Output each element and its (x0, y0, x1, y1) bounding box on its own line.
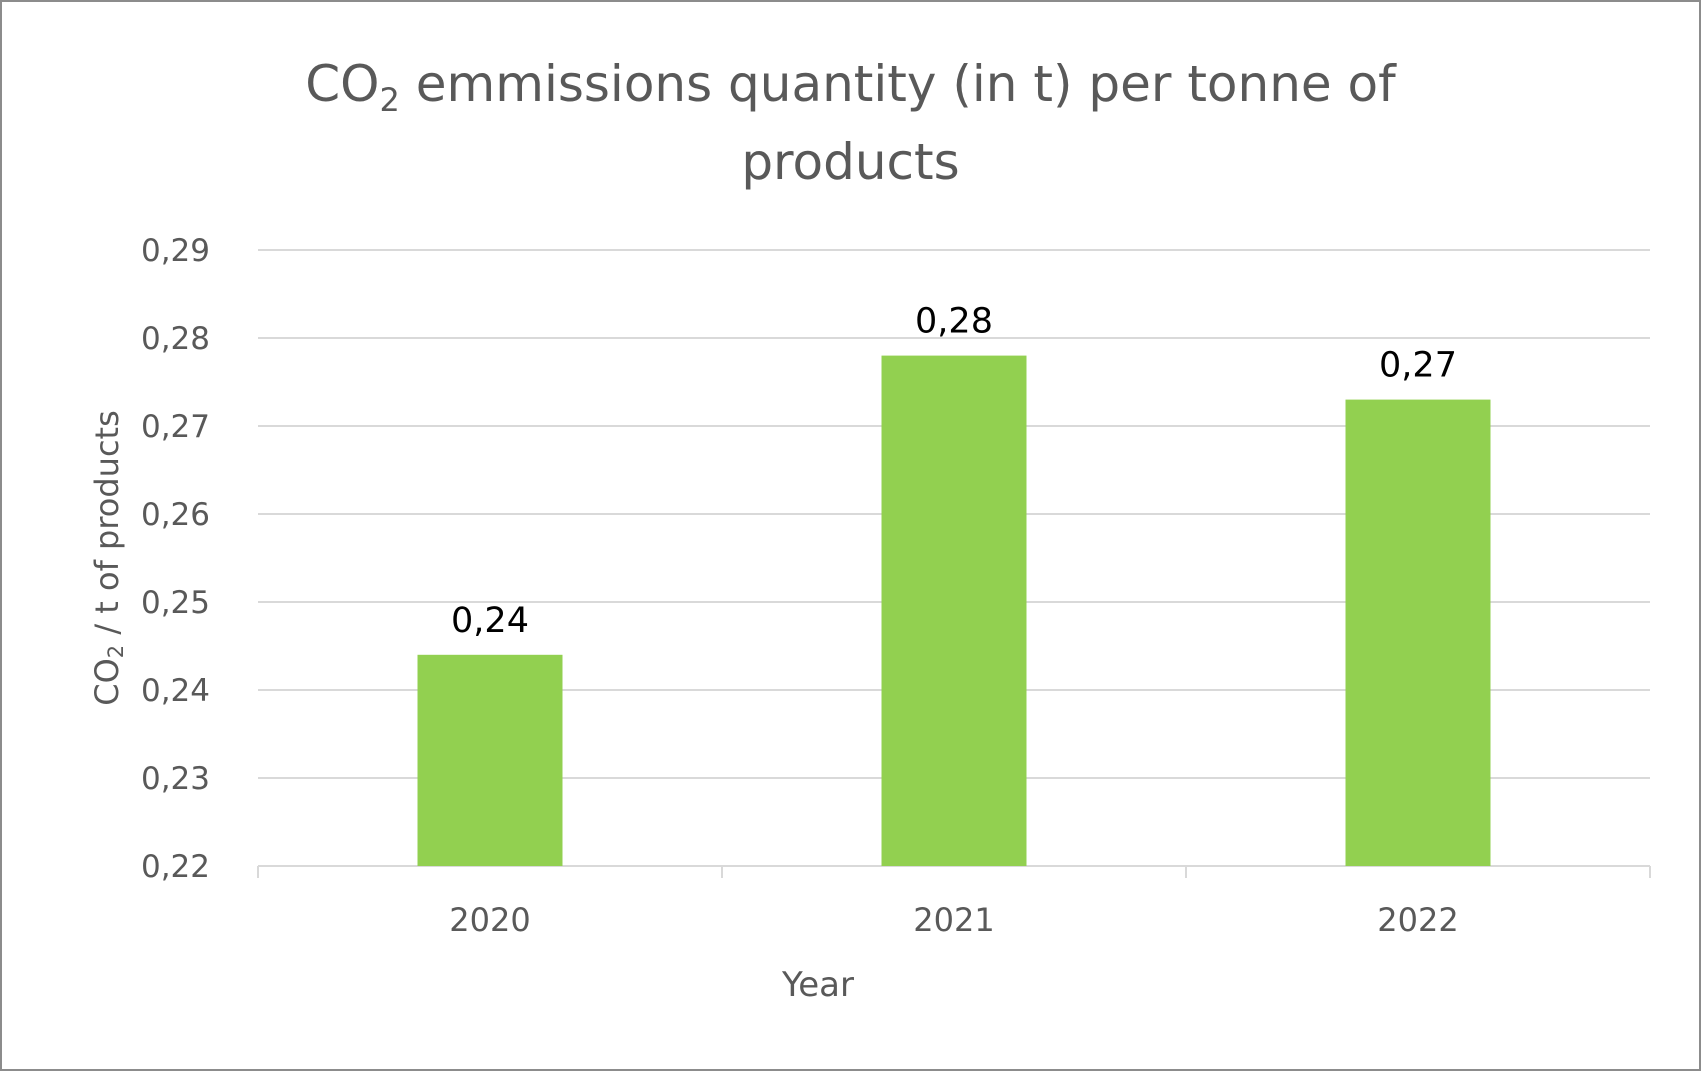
y-axis-label: CO2 / t of products (88, 410, 128, 706)
y-tick-label: 0,25 (141, 585, 210, 621)
bar (881, 355, 1027, 866)
y-tick-label: 0,27 (141, 409, 210, 445)
chart-title: CO2 emmissions quantity (in t) per tonne… (0, 45, 1701, 201)
data-label: 0,24 (451, 601, 529, 641)
title-text-pre: CO (305, 55, 380, 113)
x-tick-label: 2022 (1377, 901, 1458, 939)
title-line-1: CO2 emmissions quantity (in t) per tonne… (0, 45, 1701, 123)
data-label: 0,28 (915, 302, 993, 342)
bar (1345, 399, 1491, 866)
title-line-2: products (741, 133, 960, 191)
y-tick-label: 0,23 (141, 761, 210, 797)
y-tick-label: 0,22 (141, 849, 210, 885)
data-label: 0,27 (1379, 346, 1457, 386)
x-tick-label: 2020 (449, 901, 530, 939)
y-tick-label: 0,28 (141, 321, 210, 357)
y-tick-label: 0,29 (141, 233, 210, 269)
title-text-post: emmissions quantity (in t) per tonne of (399, 55, 1396, 113)
y-label-pre: CO (88, 658, 126, 706)
y-label-subscript: 2 (104, 644, 128, 659)
y-label-post: / t of products (88, 410, 126, 645)
title-subscript: 2 (379, 81, 400, 119)
y-tick-label: 0,24 (141, 673, 210, 709)
y-tick-label: 0,26 (141, 497, 210, 533)
x-tick-label: 2021 (913, 901, 994, 939)
x-axis-label: Year (782, 965, 854, 1005)
bar (417, 654, 563, 866)
